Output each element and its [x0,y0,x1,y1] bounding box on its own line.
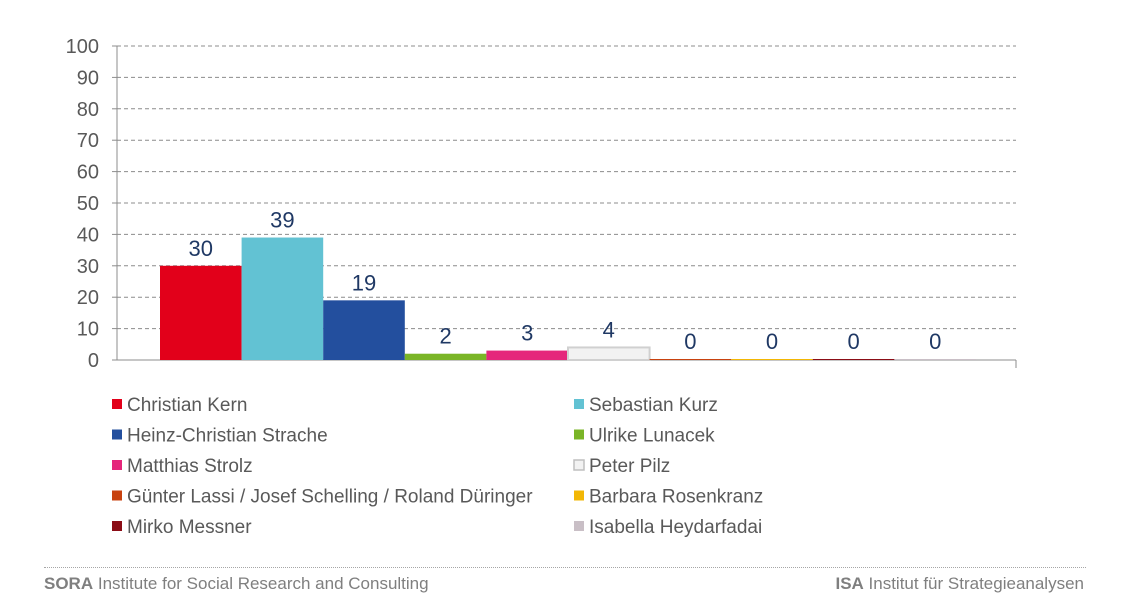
legend-swatch [112,521,122,531]
y-tick-label: 80 [77,99,99,121]
bar [160,265,242,360]
y-tick-label: 50 [77,193,99,215]
bar-value-label: 2 [439,324,451,349]
footer-sora-text: Institute for Social Research and Consul… [93,574,429,593]
bar [812,359,895,360]
bar-value-label: 0 [684,329,696,354]
legend-label: Mirko Messner [127,517,252,538]
bar [404,353,487,360]
bar-value-label: 39 [270,208,294,233]
y-tick-label: 20 [77,287,99,309]
legend-swatch [112,460,122,470]
legend-label: Sebastian Kurz [589,395,718,416]
legend-swatch [574,429,584,440]
bar-value-label: 0 [847,329,859,354]
bar-value-label: 0 [929,329,941,354]
bar [567,346,651,362]
footer-divider [44,567,1086,568]
y-tick-label: 0 [88,350,99,372]
y-tick-label: 70 [77,130,99,152]
legend-label: Isabella Heydarfadai [589,517,762,538]
legend-label: Peter Pilz [589,456,670,477]
legend-label: Christian Kern [127,395,247,416]
bar [649,359,732,360]
legend-swatch [574,521,584,531]
legend-swatch [112,490,122,501]
legend-swatch [573,459,585,471]
footer-isa: ISA Institut für Strategieanalysen [835,574,1084,594]
bar [323,300,405,360]
bar-value-label: 4 [603,317,615,342]
footer-sora-bold: SORA [44,574,94,593]
y-tick-label: 100 [66,36,99,58]
legend-swatch [574,490,584,501]
y-tick-label: 60 [77,162,99,184]
y-tick-label: 30 [77,256,99,278]
bar [241,237,324,360]
y-tick-label: 90 [77,67,99,89]
bar [894,359,976,360]
bar [731,359,813,360]
bar [486,350,568,360]
bar-value-label: 30 [189,236,213,261]
y-tick-label: 40 [77,224,99,246]
legend-label: Günter Lassi / Josef Schelling / Roland … [127,487,533,508]
legend-label: Matthias Strolz [127,456,253,477]
legend-swatch [112,399,122,409]
footer-sora: SORA Institute for Social Research and C… [44,574,429,594]
bar-value-label: 3 [521,321,533,346]
legend-swatch [574,399,584,409]
footer-isa-bold: ISA [835,574,864,593]
legend-label: Heinz-Christian Strache [127,426,328,447]
legend-swatch [112,429,122,440]
footer-isa-text: Institut für Strategieanalysen [863,574,1084,593]
bar-value-label: 19 [352,270,376,295]
y-tick-label: 10 [77,319,99,341]
bar-value-label: 0 [766,329,778,354]
legend-label: Barbara Rosenkranz [589,487,763,508]
legend-label: Ulrike Lunacek [589,426,715,447]
